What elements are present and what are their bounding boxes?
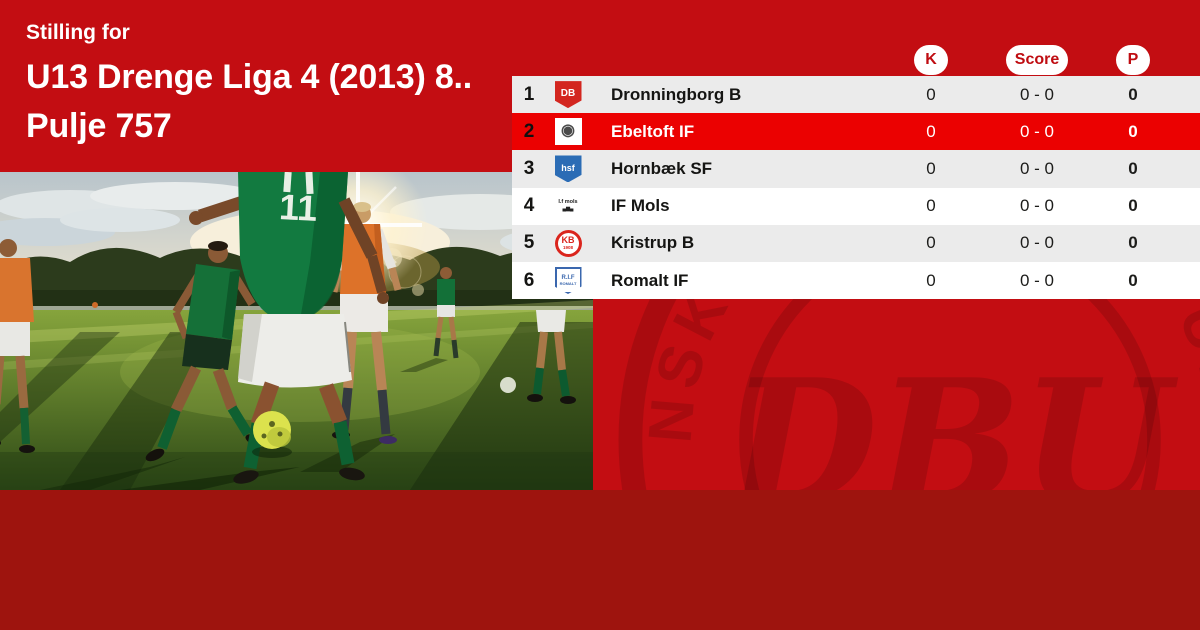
matches-value: 0 — [926, 270, 936, 290]
club-logo-text: hsf — [561, 162, 575, 173]
points-value: 0 — [1128, 84, 1138, 104]
matches-value: 0 — [926, 196, 936, 216]
column-header-score: Score — [1006, 45, 1068, 75]
points-value: 0 — [1128, 158, 1138, 178]
club-logo-text: KB — [561, 235, 575, 246]
club-logo: ◉ — [554, 118, 582, 146]
points-value: 0 — [1128, 270, 1138, 290]
eyebrow-label: Stilling for — [26, 21, 130, 44]
player-distant-right — [400, 267, 459, 372]
team-name: Kristrup B — [611, 233, 695, 253]
club-logo-cell: R.I.F ROMALT — [546, 267, 590, 295]
title-line-2: Pulje 757 — [26, 107, 172, 145]
page-title: U13 Drenge Liga 4 (2013) 8.. Pulje 757 — [26, 53, 506, 151]
team-name: Hornbæk SF — [611, 158, 713, 178]
table-row: 2 ◉ Ebeltoft IF 0 0 - 0 0 — [512, 113, 1200, 151]
row-position: 1 — [523, 83, 535, 105]
score-value: 0 - 0 — [1019, 84, 1055, 104]
club-logo-text: I.f mols — [558, 199, 578, 206]
points-value: 0 — [1128, 121, 1138, 141]
football — [252, 411, 292, 458]
top-red-area: DANSK · BOLDSPIL · UNION · 1889 · DBU — [0, 20, 1200, 490]
row-position: 6 — [523, 269, 535, 291]
table-header: K Score P — [512, 45, 1200, 76]
score-value: 0 - 0 — [1019, 196, 1055, 216]
club-logo: KB 1908 — [554, 229, 582, 257]
club-logo-cell: DB — [546, 81, 590, 109]
matches-value: 0 — [926, 233, 936, 253]
jersey-number: 11 — [278, 186, 318, 229]
club-logo-subtext: ROMALT — [559, 281, 577, 287]
row-position: 4 — [523, 195, 535, 217]
club-logo: DB — [554, 81, 582, 109]
club-logo-subtext: 1908 — [562, 245, 573, 251]
headline-block: Stilling for U13 Drenge Liga 4 (2013) 8.… — [26, 20, 506, 151]
table-row: 3 hsf Hornbæk SF 0 0 - 0 0 — [512, 150, 1200, 188]
score-value: 0 - 0 — [1019, 270, 1055, 290]
row-position: 2 — [523, 120, 535, 142]
footer-band: DANSK · BOLDSPIL · UNION · 1889 · DBU DB… — [0, 490, 1200, 630]
player-central-11: 11 — [120, 172, 389, 490]
team-name: Romalt IF — [611, 270, 689, 290]
matches-value: 0 — [926, 158, 936, 178]
player-right-edge-legs — [500, 310, 576, 404]
title-line-1: U13 Drenge Liga 4 (2013) 8.. — [26, 58, 473, 96]
club-logo-cell: ◉ — [546, 118, 590, 146]
football-photo-illustration: 11 — [0, 172, 593, 490]
team-name: Dronningborg B — [611, 84, 742, 104]
club-logo-cell: KB 1908 — [546, 229, 590, 257]
column-header-p: P — [1116, 45, 1150, 75]
score-value: 0 - 0 — [1019, 158, 1055, 178]
club-logo-text: DB — [560, 88, 576, 100]
team-name: Ebeltoft IF — [611, 121, 695, 141]
row-position: 3 — [523, 157, 535, 179]
club-logo: R.I.F ROMALT — [554, 267, 582, 295]
table-row: 1 DB Dronningborg B 0 0 - 0 0 — [512, 76, 1200, 114]
player-left-orange — [0, 239, 35, 453]
table-row: 5 KB 1908 Kristrup B 0 0 - 0 0 — [512, 224, 1200, 262]
standings-rows: 1 DB Dronningborg B 0 0 - 0 0 2 ◉ Ebelto… — [512, 76, 1200, 300]
score-value: 0 - 0 — [1019, 233, 1055, 253]
matches-value: 0 — [926, 121, 936, 141]
points-value: 0 — [1128, 233, 1138, 253]
club-logo-cell: I.f mols ▄▆▄ — [546, 192, 590, 220]
table-row: 4 I.f mols ▄▆▄ IF Mols 0 0 - 0 0 — [512, 187, 1200, 225]
seal-dbu-script: DBU — [726, 342, 1178, 490]
column-header-k: K — [914, 45, 948, 75]
row-position: 5 — [523, 232, 535, 254]
club-logo-text: R.I.F — [561, 275, 575, 282]
score-value: 0 - 0 — [1019, 121, 1055, 141]
club-logo: I.f mols ▄▆▄ — [554, 192, 582, 220]
standings-table: K Score P 1 DB Dronningborg B 0 0 - 0 0 … — [512, 45, 1200, 300]
matches-value: 0 — [926, 84, 936, 104]
club-logo-subtext: ▄▆▄ — [562, 205, 574, 212]
team-name: IF Mols — [611, 196, 670, 216]
club-logo: hsf — [554, 155, 582, 183]
club-logo-text: ◉ — [561, 122, 575, 140]
club-logo-cell: hsf — [546, 155, 590, 183]
football-photo: 11 — [0, 172, 593, 490]
points-value: 0 — [1128, 196, 1138, 216]
table-row: 6 R.I.F ROMALT Romalt IF 0 0 - 0 0 — [512, 261, 1200, 300]
